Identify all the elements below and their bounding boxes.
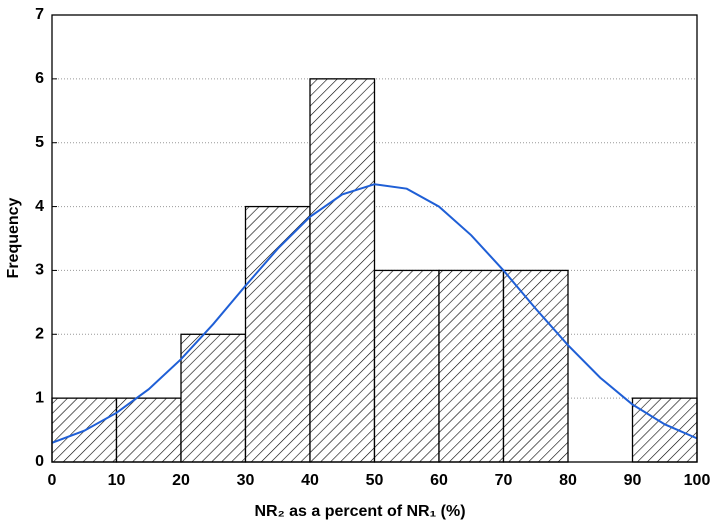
x-tick-label: 50 [366,472,384,489]
bar [502,269,569,463]
y-tick-label: 2 [35,326,44,343]
y-tick-label: 5 [35,134,44,151]
x-tick-label: 90 [624,472,642,489]
x-tick-label: 10 [108,472,126,489]
y-tick-label: 6 [35,70,44,87]
x-tick-label: 30 [237,472,255,489]
bar [438,269,505,463]
x-tick-label: 80 [559,472,577,489]
y-tick-label: 7 [35,6,44,23]
bar [115,397,182,463]
x-tick-label: 70 [495,472,513,489]
bar [244,205,311,463]
y-tick-label: 4 [35,198,44,215]
x-axis-label: NR₂ as a percent of NR₁ (%) [254,503,465,520]
plot-frame [51,14,698,463]
bar [309,78,376,463]
x-tick-label: 0 [48,472,57,489]
x-tick-label: 40 [301,472,319,489]
y-tick-label: 0 [35,453,44,470]
y-axis-label: Frequency [5,197,22,278]
bar [631,397,698,463]
x-tick-label: 100 [684,472,711,489]
y-tick-label: 1 [35,389,44,406]
x-tick-label: 60 [430,472,448,489]
y-tick-label: 3 [35,262,44,279]
bar [180,333,247,463]
x-tick-label: 20 [172,472,190,489]
fit-curve [51,183,698,444]
bar [373,269,440,463]
